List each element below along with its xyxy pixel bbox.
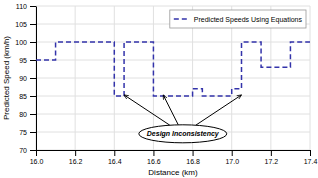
y-tick-mark <box>30 132 36 133</box>
y-axis-title: Predicted Speed (km/h) <box>2 36 11 120</box>
x-tick-label: 16.0 <box>30 158 44 165</box>
y-tick: 75 <box>19 129 36 136</box>
y-tick: 70 <box>19 147 36 154</box>
x-tick-label: 17.4 <box>304 158 318 165</box>
x-tick-mark <box>271 150 272 156</box>
x-tick: 16.2 <box>69 150 83 165</box>
legend-swatch <box>174 18 190 20</box>
y-tick-mark <box>30 24 36 25</box>
x-tick-label: 16.4 <box>108 158 122 165</box>
y-tick: 80 <box>19 111 36 118</box>
x-tick-mark <box>232 150 233 156</box>
y-tick-label: 80 <box>19 111 27 118</box>
x-tick-label: 16.6 <box>147 158 161 165</box>
series-line <box>36 42 310 96</box>
x-axis-line <box>37 150 311 151</box>
y-tick-label: 110 <box>16 3 27 10</box>
annotation-arrow <box>196 95 242 125</box>
annotation: Design Inconsistency <box>124 95 241 143</box>
y-tick: 100 <box>15 39 36 46</box>
y-axis: 70 75 80 85 90 95 100 105 110 <box>15 3 36 154</box>
y-tick-mark <box>30 6 36 7</box>
y-tick-label: 85 <box>19 93 27 100</box>
x-axis: 16.0 16.2 16.4 16.6 16.8 17.0 17.2 17.4 <box>30 150 318 165</box>
y-tick-label: 100 <box>15 39 27 46</box>
x-tick-label: 16.2 <box>69 158 83 165</box>
x-tick: 17.2 <box>265 150 279 165</box>
x-tick-mark <box>193 150 194 156</box>
legend: Predicted Speeds Using Equations <box>170 10 306 28</box>
y-tick-mark <box>30 96 36 97</box>
grid-line-y <box>36 60 310 61</box>
y-tick-label: 70 <box>19 147 27 154</box>
y-tick-mark <box>30 78 36 79</box>
grid-line-y <box>36 96 310 97</box>
x-tick-mark <box>114 150 115 156</box>
y-tick-mark <box>30 114 36 115</box>
legend-item: Predicted Speeds Using Equations <box>174 16 303 24</box>
grid-line-y <box>36 6 310 7</box>
x-tick: 17.0 <box>225 150 239 165</box>
x-axis-title: Distance (km) <box>148 168 198 177</box>
x-tick-mark <box>75 150 76 156</box>
y-tick-label: 95 <box>19 57 27 64</box>
grid-line-y <box>36 150 310 151</box>
y-axis-line <box>36 7 37 151</box>
annotation-arrow <box>163 95 178 125</box>
y-tick: 85 <box>19 93 36 100</box>
annotation-text: Design Inconsistency <box>147 130 220 138</box>
x-tick: 16.8 <box>186 150 200 165</box>
x-tick-mark <box>153 150 154 156</box>
grid-line-y <box>36 78 310 79</box>
x-tick-label: 17.2 <box>265 158 279 165</box>
y-tick-label: 90 <box>19 75 27 82</box>
x-tick: 16.6 <box>147 150 161 165</box>
y-tick: 90 <box>19 75 36 82</box>
y-tick: 105 <box>15 21 36 28</box>
x-tick-label: 17.0 <box>225 158 239 165</box>
y-tick-mark <box>30 150 36 151</box>
legend-box <box>170 10 306 28</box>
x-tick: 16.4 <box>108 150 122 165</box>
legend-label: Predicted Speeds Using Equations <box>194 16 303 24</box>
grid <box>36 6 310 150</box>
x-tick-mark <box>310 150 311 156</box>
y-tick: 110 <box>16 3 36 10</box>
y-tick-label: 75 <box>19 129 27 136</box>
x-tick-label: 16.8 <box>186 158 200 165</box>
y-tick: 95 <box>19 57 36 64</box>
x-tick: 16.0 <box>30 150 44 165</box>
annotation-ellipse <box>139 125 227 143</box>
x-tick: 17.4 <box>304 150 318 165</box>
y-tick-label: 105 <box>15 21 27 28</box>
annotation-arrow <box>124 95 170 125</box>
y-tick-mark <box>30 60 36 61</box>
y-tick-mark <box>30 42 36 43</box>
plot: 16.0 16.2 16.4 16.6 16.8 17.0 17.2 17.4 70 75 80 85… <box>15 3 317 165</box>
chart: 16.0 16.2 16.4 16.6 16.8 17.0 17.2 17.4 70 75 80 85… <box>0 0 318 178</box>
x-tick-mark <box>36 150 37 156</box>
marks <box>36 42 310 96</box>
